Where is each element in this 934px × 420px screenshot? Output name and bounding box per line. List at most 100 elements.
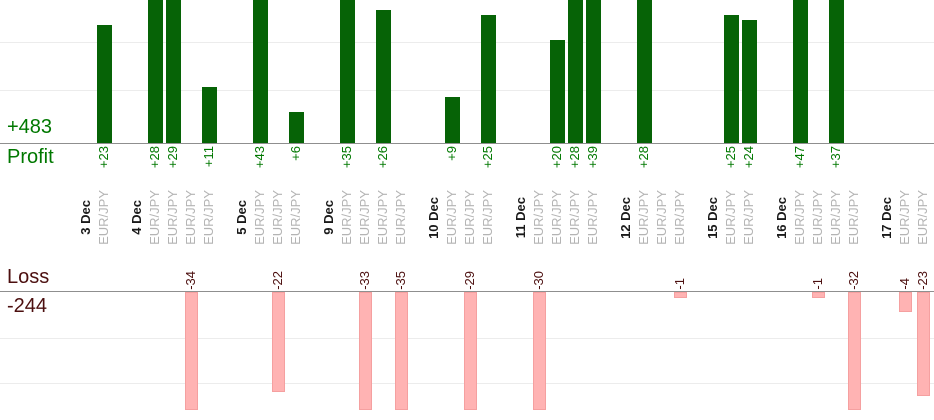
profit-axis-caption: Profit [7, 146, 54, 168]
date-label-wrap: 3 Dec [78, 183, 94, 252]
date-label: 15 Dec [705, 196, 720, 239]
gridline [0, 42, 934, 43]
symbol-label: EUR/JPY [270, 190, 285, 245]
profit-value-label: +28 [636, 146, 651, 169]
symbol-label: EUR/JPY [897, 190, 912, 245]
profit-bar [567, 0, 583, 143]
date-label-wrap: 5 Dec [234, 183, 250, 252]
profit-value-label: +28 [567, 146, 582, 169]
profit-value-label: +35 [339, 146, 354, 169]
symbol-label-wrap: EUR/JPY [462, 183, 478, 252]
symbol-label-wrap: EUR/JPY [846, 183, 862, 252]
symbol-label-wrap: EUR/JPY [585, 183, 601, 252]
loss-bar [271, 292, 285, 392]
loss-value-label: -32 [846, 271, 861, 290]
symbol-label-wrap: EUR/JPY [357, 183, 373, 252]
symbol-label-wrap: EUR/JPY [636, 183, 652, 252]
date-label-wrap: 16 Dec [774, 183, 790, 252]
date-label: 5 Dec [234, 200, 249, 235]
profit-bar [723, 15, 739, 143]
profit-value-label: +20 [549, 146, 564, 169]
profit-value-label: +43 [252, 146, 267, 169]
profit-value-label: +39 [585, 146, 600, 169]
symbol-label-wrap: EUR/JPY [480, 183, 496, 252]
symbol-label: EUR/JPY [828, 190, 843, 245]
loss-bar [673, 292, 687, 298]
symbol-label: EUR/JPY [531, 190, 546, 245]
symbol-label: EUR/JPY [672, 190, 687, 245]
symbol-label: EUR/JPY [288, 190, 303, 245]
loss-value-label: -23 [915, 271, 930, 290]
symbol-label: EUR/JPY [480, 190, 495, 245]
profit-value-label: +23 [96, 146, 111, 169]
symbol-label: EUR/JPY [636, 190, 651, 245]
date-label-wrap: 17 Dec [879, 183, 895, 252]
profit-value-label: +24 [741, 146, 756, 169]
date-label-wrap: 11 Dec [513, 183, 529, 252]
symbol-label: EUR/JPY [741, 190, 756, 245]
profit-bar [288, 112, 304, 143]
symbol-label: EUR/JPY [201, 190, 216, 245]
profit-value-label: +47 [792, 146, 807, 169]
date-label: 12 Dec [618, 196, 633, 239]
symbol-label: EUR/JPY [165, 190, 180, 245]
loss-value-label: -4 [897, 278, 912, 290]
symbol-label-wrap: EUR/JPY [201, 183, 217, 252]
loss-value-label: -29 [462, 271, 477, 290]
symbol-label: EUR/JPY [915, 190, 930, 245]
symbol-label: EUR/JPY [549, 190, 564, 245]
symbol-label-wrap: EUR/JPY [915, 183, 931, 252]
loss-bar [916, 292, 930, 396]
symbol-label-wrap: EUR/JPY [654, 183, 670, 252]
date-label-wrap: 4 Dec [129, 183, 145, 252]
symbol-label-wrap: EUR/JPY [828, 183, 844, 252]
symbol-label-wrap: EUR/JPY [288, 183, 304, 252]
symbol-label-wrap: EUR/JPY [147, 183, 163, 252]
symbol-label: EUR/JPY [444, 190, 459, 245]
loss-bar [811, 292, 825, 298]
symbol-label: EUR/JPY [96, 190, 111, 245]
loss-value-label: -34 [183, 271, 198, 290]
symbol-label: EUR/JPY [846, 190, 861, 245]
symbol-label: EUR/JPY [654, 190, 669, 245]
symbol-label-wrap: EUR/JPY [549, 183, 565, 252]
symbol-label: EUR/JPY [567, 190, 582, 245]
profit-bar [201, 87, 217, 143]
symbol-label-wrap: EUR/JPY [339, 183, 355, 252]
date-label-wrap: 15 Dec [705, 183, 721, 252]
gridline [0, 90, 934, 91]
date-label: 16 Dec [774, 196, 789, 239]
symbol-label-wrap: EUR/JPY [393, 183, 409, 252]
profit-value-label: +26 [375, 146, 390, 169]
profit-bar [549, 40, 565, 143]
symbol-label-wrap: EUR/JPY [165, 183, 181, 252]
profit-value-label: +6 [288, 146, 303, 161]
symbol-label: EUR/JPY [357, 190, 372, 245]
symbol-label-wrap: EUR/JPY [252, 183, 268, 252]
loss-total-label: -244 [7, 295, 48, 317]
loss-value-label: -1 [810, 278, 825, 290]
profit-value-label: +9 [444, 146, 459, 161]
date-label: 17 Dec [879, 196, 894, 239]
profit-bar [165, 0, 181, 143]
symbol-label: EUR/JPY [252, 190, 267, 245]
symbol-label: EUR/JPY [375, 190, 390, 245]
date-label-wrap: 12 Dec [618, 183, 634, 252]
symbol-label-wrap: EUR/JPY [672, 183, 688, 252]
symbol-label-wrap: EUR/JPY [810, 183, 826, 252]
symbol-label-wrap: EUR/JPY [741, 183, 757, 252]
symbol-label: EUR/JPY [462, 190, 477, 245]
symbol-label: EUR/JPY [585, 190, 600, 245]
loss-value-label: -1 [672, 278, 687, 290]
symbol-label-wrap: EUR/JPY [183, 183, 199, 252]
profit-bar [147, 0, 163, 143]
loss-value-label: -33 [357, 271, 372, 290]
profit-bar [792, 0, 808, 143]
date-label-wrap: 10 Dec [426, 183, 442, 252]
loss-value-label: -35 [393, 271, 408, 290]
symbol-label: EUR/JPY [339, 190, 354, 245]
loss-baseline [0, 291, 934, 292]
profit-bar [828, 0, 844, 143]
symbol-label: EUR/JPY [147, 190, 162, 245]
loss-bar [532, 292, 546, 410]
